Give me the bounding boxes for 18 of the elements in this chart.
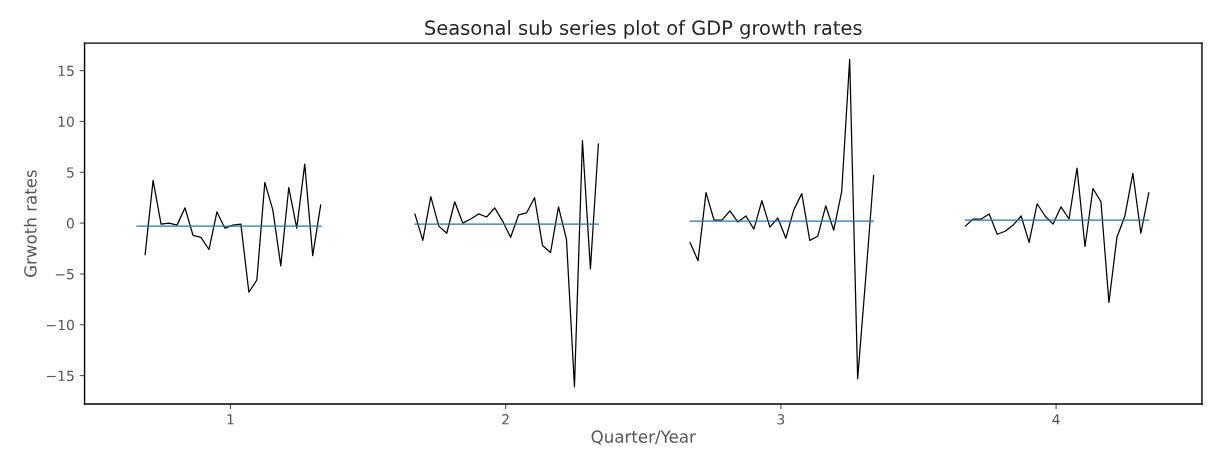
y-tick-label: −15 <box>47 370 74 382</box>
line-series <box>144 163 322 293</box>
y-tick-label: 5 <box>67 167 74 178</box>
line-series <box>689 58 875 380</box>
chart-title: Seasonal sub series plot of GDP growth rates <box>425 20 862 39</box>
x-tick-label: 2 <box>502 414 509 425</box>
y-tick-label: −5 <box>55 269 74 280</box>
x-axis-title: Quarter/Year <box>591 430 696 445</box>
y-tick-label: −10 <box>47 319 74 331</box>
x-tick-label: 4 <box>1052 414 1060 425</box>
x-tick-label: 3 <box>777 414 785 425</box>
y-tick-label: 0 <box>66 218 74 229</box>
line-series <box>964 167 1150 304</box>
y-tick-label: 10 <box>58 116 74 127</box>
y-axis-title: Grwoth rates <box>23 170 37 277</box>
y-tick-label: 15 <box>58 65 74 77</box>
line-series <box>414 140 600 388</box>
x-tick-label: 1 <box>227 414 234 425</box>
